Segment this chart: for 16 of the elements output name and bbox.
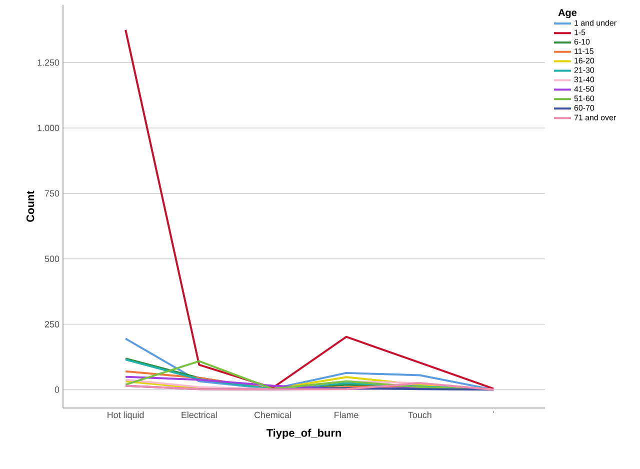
y-tick-label: 250	[44, 321, 60, 328]
y-tick-label: 500	[44, 256, 60, 262]
y-tick-label: 1.000	[38, 124, 60, 132]
x-tick-label: Chemical	[254, 412, 291, 418]
y-tick-label: 1.250	[38, 59, 60, 66]
x-axis-title: Tiype_of_burn	[266, 428, 341, 439]
y-axis-title: Count	[26, 190, 34, 222]
y-tick-label: 750	[44, 190, 60, 197]
legend-title: Age	[558, 9, 577, 18]
line-series	[124, 28, 494, 390]
line-series	[124, 382, 494, 391]
x-tick-label: Flame	[334, 412, 358, 418]
x-tick-label: Touch	[408, 412, 432, 418]
y-tick-label: 0	[54, 386, 60, 393]
x-tick-label: Electrical	[182, 412, 217, 418]
x-tick-label: Hot liquid	[108, 412, 144, 420]
